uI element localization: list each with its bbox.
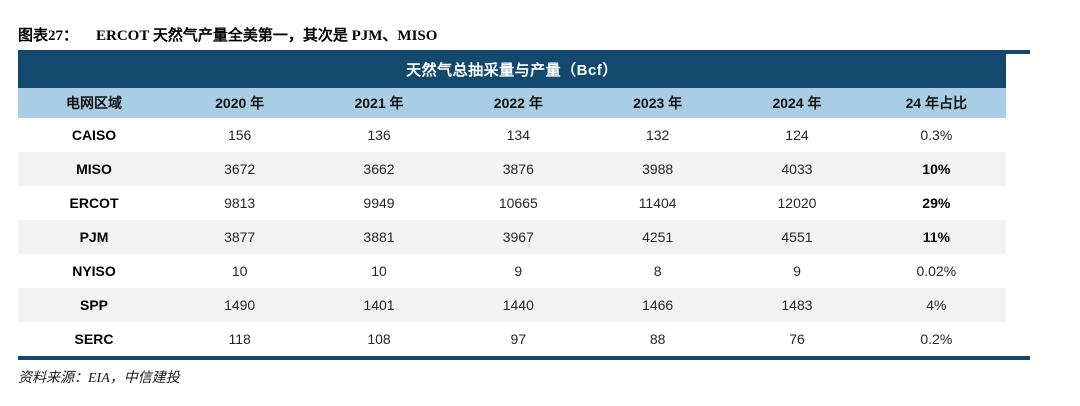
table-row-caiso: CAISO 156 136 134 132 124 0.3% bbox=[18, 118, 1006, 152]
figure-heading: ERCOT 天然气产量全美第一，其次是 PJM、MISO bbox=[96, 28, 438, 44]
value-cell: 4551 bbox=[781, 229, 813, 245]
value-cell: 108 bbox=[367, 331, 391, 347]
value-cell: 4251 bbox=[642, 229, 674, 245]
table-header-row: 电网区域 2020 年 2021 年 2022 年 2023 年 2024 年 … bbox=[18, 88, 1006, 118]
region-cell: CAISO bbox=[71, 127, 117, 143]
value-cell: 1440 bbox=[502, 297, 534, 313]
col-header-share-2024: 24 年占比 bbox=[905, 95, 968, 111]
table-row-pjm: PJM 3877 3881 3967 4251 4551 11% bbox=[18, 220, 1006, 254]
value-cell: 124 bbox=[785, 127, 809, 143]
value-cell: 3967 bbox=[502, 229, 534, 245]
value-cell: 1490 bbox=[224, 297, 256, 313]
region-cell: ERCOT bbox=[69, 195, 119, 211]
value-cell: 118 bbox=[228, 331, 251, 347]
value-cell: 9 bbox=[514, 263, 523, 279]
value-cell: 8 bbox=[653, 263, 662, 279]
value-cell: 88 bbox=[649, 331, 666, 347]
value-cell: 3881 bbox=[363, 229, 395, 245]
value-cell: 156 bbox=[227, 127, 252, 143]
value-cell: 134 bbox=[506, 127, 530, 143]
share-cell: 29% bbox=[922, 195, 951, 211]
value-cell: 3877 bbox=[224, 229, 256, 245]
value-cell: 76 bbox=[789, 331, 805, 347]
table-top-rule bbox=[18, 50, 1030, 54]
value-cell: 10 bbox=[371, 263, 387, 279]
table-row-spp: SPP 1490 1401 1440 1466 1483 4% bbox=[18, 288, 1006, 322]
value-cell: 10 bbox=[231, 263, 248, 279]
value-cell: 9949 bbox=[363, 195, 395, 211]
share-cell: 4% bbox=[926, 297, 947, 313]
value-cell: 9 bbox=[793, 263, 801, 279]
value-cell: 136 bbox=[367, 127, 391, 143]
share-cell: 0.3% bbox=[920, 127, 953, 143]
table-bottom-rule bbox=[18, 356, 1030, 360]
region-cell: MISO bbox=[76, 161, 112, 177]
figure-label: 图表27： bbox=[18, 28, 79, 44]
table-row-nyiso: NYISO 10 10 9 8 9 0.02% bbox=[18, 254, 1006, 288]
table-title-bar: 天然气总抽采量与产量（Bcf） bbox=[18, 54, 1006, 88]
col-header-region: 电网区域 bbox=[66, 95, 122, 111]
share-cell: 10% bbox=[922, 161, 951, 177]
region-cell: NYISO bbox=[72, 263, 116, 279]
region-cell: SERC bbox=[74, 331, 114, 347]
value-cell: 1466 bbox=[642, 297, 674, 313]
header-row: 电网区域 2020 年 2021 年 2022 年 2023 年 2024 年 … bbox=[18, 88, 1006, 118]
col-header-2024: 2024 年 bbox=[772, 95, 822, 111]
value-cell: 3876 bbox=[502, 161, 534, 177]
data-table: 电网区域 2020 年 2021 年 2022 年 2023 年 2024 年 … bbox=[18, 88, 1006, 356]
col-header-2023: 2023 年 bbox=[633, 95, 683, 111]
value-cell: 9813 bbox=[224, 195, 256, 211]
source-note: 资料来源：EIA，中信建投 bbox=[18, 371, 180, 386]
share-cell: 0.02% bbox=[916, 263, 957, 279]
value-cell: 4033 bbox=[781, 161, 813, 177]
value-cell: 10665 bbox=[498, 195, 538, 211]
value-cell: 1483 bbox=[781, 297, 813, 313]
value-cell: 3672 bbox=[224, 161, 256, 177]
table-row-serc: SERC 118 108 97 88 76 0.2% bbox=[18, 322, 1006, 356]
share-cell: 0.2% bbox=[920, 331, 953, 347]
value-cell: 1401 bbox=[363, 297, 395, 313]
table-row-miso: MISO 3672 3662 3876 3988 4033 10% bbox=[18, 152, 1006, 186]
value-cell: 11404 bbox=[638, 195, 677, 211]
value-cell: 132 bbox=[645, 127, 670, 143]
col-header-2022: 2022 年 bbox=[493, 95, 543, 111]
col-header-2020: 2020 年 bbox=[215, 95, 265, 111]
figure-title: 图表27： ERCOT 天然气产量全美第一，其次是 PJM、MISO bbox=[18, 24, 437, 45]
region-cell: SPP bbox=[79, 297, 108, 313]
region-cell: PJM bbox=[79, 229, 109, 245]
value-cell: 12020 bbox=[777, 195, 817, 211]
value-cell: 3988 bbox=[642, 161, 674, 177]
share-cell: 11% bbox=[922, 229, 950, 245]
table-row-ercot: ERCOT 9813 9949 10665 11404 12020 29% bbox=[18, 186, 1006, 220]
col-header-2021: 2021 年 bbox=[354, 95, 404, 111]
value-cell: 3662 bbox=[363, 161, 395, 177]
value-cell: 97 bbox=[510, 331, 527, 347]
